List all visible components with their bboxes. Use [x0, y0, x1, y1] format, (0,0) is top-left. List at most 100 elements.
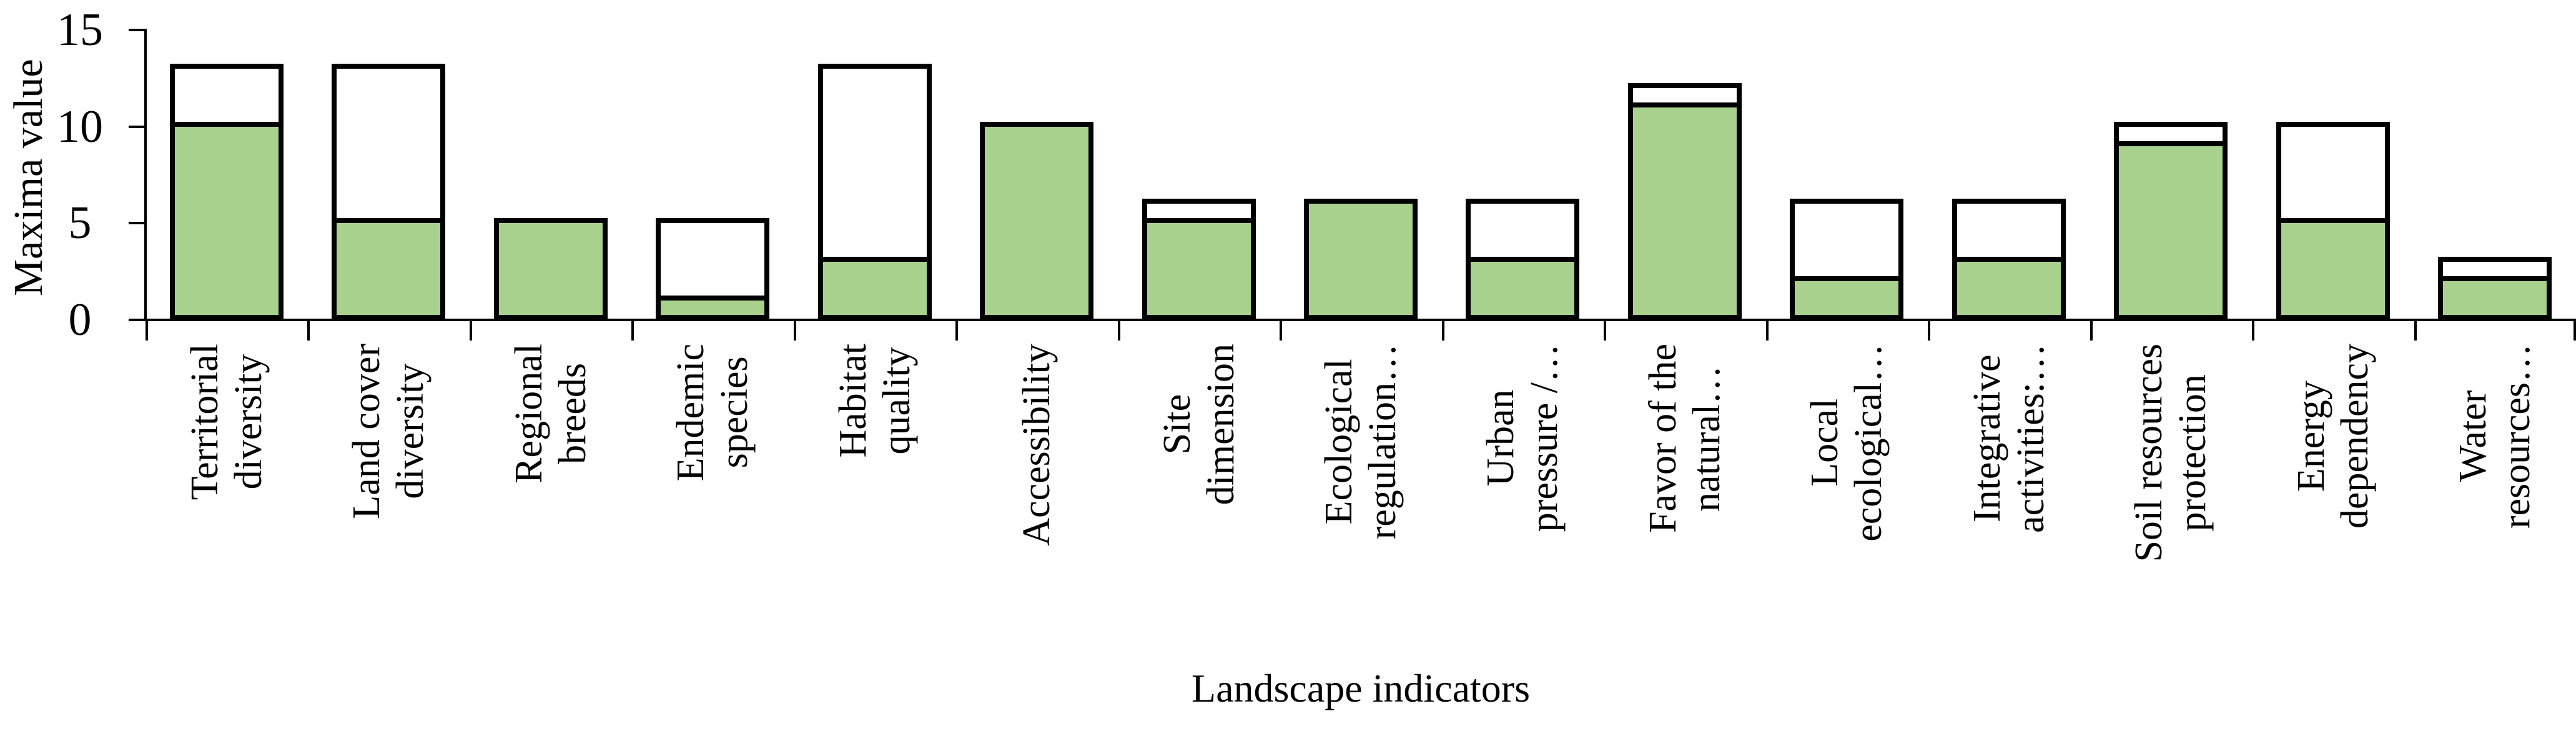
bar-cell	[1766, 30, 1928, 320]
x-category-label-cell: Energy dependency	[2252, 344, 2414, 656]
x-axis-tick	[2090, 320, 2093, 341]
x-axis-tick	[793, 320, 796, 341]
x-category-label-cell: Endemic species	[631, 344, 793, 656]
x-axis-title: Landscape indicators	[1192, 666, 1530, 710]
x-category-label: Water resources…	[2452, 344, 2539, 529]
bar-segment-max	[1466, 199, 1580, 262]
bar-12	[1952, 199, 2066, 320]
bar-9	[1466, 199, 1580, 320]
bar-cell	[955, 30, 1117, 320]
bar-cell	[1118, 30, 1280, 320]
bar-14	[2276, 121, 2390, 320]
bar-cell	[794, 30, 955, 320]
bar-8	[1304, 199, 1418, 320]
x-category-label-cell: Ecological regulation…	[1280, 344, 1441, 656]
bar-segment-max	[2276, 121, 2390, 224]
bar-segment-value	[332, 218, 446, 320]
bar-cell	[1442, 30, 1604, 320]
bar-segment-value	[1304, 199, 1418, 320]
x-category-label: Ecological regulation…	[1318, 344, 1404, 540]
x-category-label: Urban pressure /…	[1479, 344, 1566, 532]
y-tick-label: 10	[57, 101, 103, 152]
bar-cell	[2414, 30, 2576, 320]
bar-15	[2438, 257, 2552, 320]
x-axis-tick	[1928, 320, 1931, 341]
bar-segment-value	[1952, 257, 2066, 320]
bar-cell	[1280, 30, 1441, 320]
bar-segment-value	[169, 121, 284, 320]
bar-cell	[146, 30, 307, 320]
bar-segment-max	[656, 218, 770, 301]
x-category-label: Site dimension	[1155, 344, 1242, 505]
x-axis-tick	[469, 320, 472, 341]
x-category-label: Territorial diversity	[183, 344, 270, 500]
bar-cell	[631, 30, 793, 320]
x-category-label: Favor of the natural…	[1641, 344, 1728, 534]
bar-segment-value	[1627, 102, 1742, 320]
x-axis-tick	[1765, 320, 1769, 341]
x-axis-tick	[2574, 320, 2576, 341]
bar-7	[1142, 199, 1256, 320]
x-category-label-cell: Soil resources protection	[2090, 344, 2252, 656]
bar-segment-value	[980, 121, 1094, 320]
x-axis-tick	[1280, 320, 1283, 341]
x-category-label-cell: Favor of the natural…	[1604, 344, 1765, 656]
x-axis-tick	[955, 320, 959, 341]
y-axis-tick	[129, 29, 146, 31]
x-category-label-cell: Territorial diversity	[146, 344, 307, 656]
bar-5	[817, 63, 932, 320]
x-category-label: Local ecological…	[1804, 344, 1890, 542]
x-axis-tick	[1117, 320, 1120, 341]
bar-segment-max	[817, 63, 932, 262]
x-category-label: Regional breeds	[507, 344, 594, 484]
bar-segment-max	[1790, 199, 1904, 282]
x-category-label-cell: Site dimension	[1118, 344, 1280, 656]
x-axis-tick	[2252, 320, 2255, 341]
x-category-label-cell: Local ecological…	[1766, 344, 1928, 656]
y-tick-label: 15	[57, 4, 103, 56]
x-category-label-cell: Land cover diversity	[307, 344, 469, 656]
bar-cell	[307, 30, 469, 320]
x-category-label-cell: Integrative activities:…	[1928, 344, 2090, 656]
bar-6	[980, 121, 1094, 320]
x-axis-tick	[2414, 320, 2417, 341]
x-axis-tick	[307, 320, 310, 341]
x-category-label: Land cover diversity	[345, 344, 432, 519]
x-axis-tick	[1441, 320, 1444, 341]
x-category-label-cell: Regional breeds	[470, 344, 631, 656]
bar-segment-max	[332, 63, 446, 224]
bar-segment-value	[2276, 218, 2390, 320]
bar-cell	[2090, 30, 2252, 320]
x-category-label: Soil resources protection	[2128, 344, 2214, 562]
x-category-label: Energy dependency	[2289, 344, 2376, 529]
bar-segment-value	[1466, 257, 1580, 320]
bar-3	[493, 218, 608, 320]
x-category-label: Habitat quality	[831, 344, 918, 458]
bar-2	[332, 63, 446, 320]
x-category-labels: Territorial diversity Land cover diversit…	[146, 344, 2576, 656]
x-category-label-cell: Water resources…	[2414, 344, 2576, 656]
x-axis-tick	[631, 320, 634, 341]
bar-cell	[1604, 30, 1765, 320]
x-axis-tick	[146, 320, 148, 341]
bar-11	[1790, 199, 1904, 320]
bar-segment-value	[1790, 276, 1904, 320]
bar-segment-value	[817, 257, 932, 320]
bar-segment-value	[2438, 276, 2552, 320]
bar-1	[169, 63, 284, 320]
bar-13	[2114, 121, 2228, 320]
x-category-label-cell: Accessibility	[955, 344, 1117, 656]
x-axis-tick	[1604, 320, 1607, 341]
bar-segment-value	[2114, 141, 2228, 320]
y-axis-line	[144, 29, 147, 321]
x-category-label: Integrative activities:…	[1965, 344, 2052, 534]
y-tick-label: 0	[68, 294, 92, 346]
bar-cell	[470, 30, 631, 320]
bar-4	[656, 218, 770, 320]
bar-segment-max	[169, 63, 284, 127]
y-axis-tick	[129, 319, 146, 321]
y-axis-tick	[129, 125, 146, 128]
bar-cell	[2252, 30, 2414, 320]
bar-segment-value	[493, 218, 608, 320]
